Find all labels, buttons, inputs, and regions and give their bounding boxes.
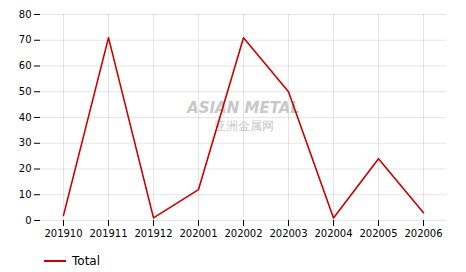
svg-text:40: 40 <box>19 112 32 123</box>
svg-text:202001: 202001 <box>179 228 217 239</box>
svg-text:201911: 201911 <box>89 228 127 239</box>
svg-text:30: 30 <box>19 137 32 148</box>
svg-text:20: 20 <box>19 163 32 174</box>
svg-text:202004: 202004 <box>314 228 352 239</box>
svg-text:ASIAN METAL: ASIAN METAL <box>186 99 300 117</box>
svg-text:60: 60 <box>19 60 32 71</box>
svg-text:10: 10 <box>19 189 32 200</box>
svg-text:202003: 202003 <box>269 228 307 239</box>
svg-text:202005: 202005 <box>359 228 397 239</box>
svg-text:50: 50 <box>19 86 32 97</box>
svg-text:70: 70 <box>19 34 32 45</box>
html-text:Total: Total <box>72 254 100 268</box>
svg-text:202002: 202002 <box>224 228 262 239</box>
svg-text:201912: 201912 <box>134 228 172 239</box>
svg-text:亚洲金属网: 亚洲金属网 <box>214 119 274 133</box>
svg-text:80: 80 <box>19 9 32 20</box>
svg-text:202006: 202006 <box>404 228 442 239</box>
svg-text:0: 0 <box>25 215 31 226</box>
svg-text:201910: 201910 <box>44 228 82 239</box>
